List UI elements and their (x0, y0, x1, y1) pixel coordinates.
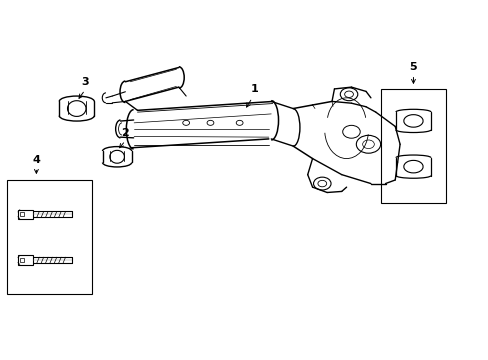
Bar (18, 210, 33, 219)
Bar (18, 255, 33, 265)
Text: 2: 2 (121, 128, 129, 138)
Bar (20, 258, 24, 262)
Bar (7, 180, 92, 294)
Text: 5: 5 (409, 62, 416, 72)
Bar (380, 89, 446, 203)
Text: 3: 3 (81, 77, 89, 87)
Text: 1: 1 (250, 84, 258, 94)
Bar (20, 212, 24, 216)
Text: 4: 4 (32, 155, 40, 165)
